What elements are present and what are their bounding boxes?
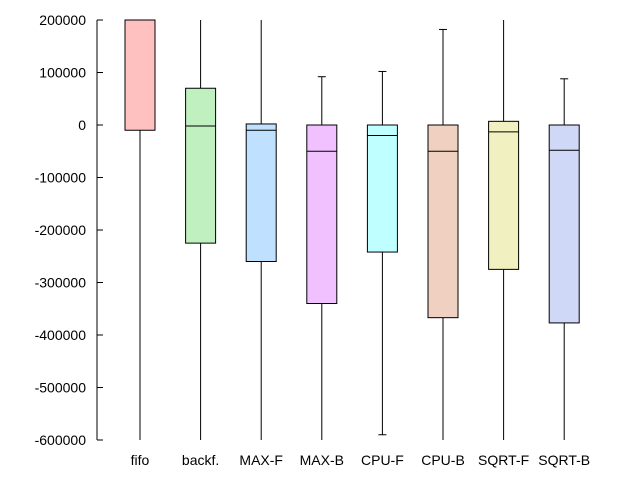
- box-fifo: [124, 19, 156, 440]
- x-category-label: SQRT-F: [478, 452, 529, 468]
- y-axis: 200000 100000 0 -100000 -200000 -300000 -40000…: [35, 12, 103, 448]
- box-backf: [185, 20, 217, 440]
- iqr-box: [548, 124, 580, 324]
- x-category-label: CPU-B: [421, 452, 465, 468]
- box-sqrt-f: [488, 20, 520, 440]
- y-tick-label: -300000: [35, 275, 87, 291]
- y-tick-label: -200000: [35, 222, 87, 238]
- iqr-box: [245, 123, 277, 262]
- x-axis-labels: fifo backf. MAX-F MAX-B CPU-F CPU-B SQRT-F SQRT…: [131, 452, 590, 468]
- iqr-box: [124, 19, 156, 131]
- y-tick-label: -500000: [35, 380, 87, 396]
- y-tick-label: 100000: [39, 65, 86, 81]
- x-category-label: backf.: [182, 452, 219, 468]
- x-category-label: SQRT-B: [538, 452, 590, 468]
- iqr-box: [185, 87, 217, 244]
- box-sqrt-b: [548, 78, 580, 440]
- box-cpu-b: [427, 28, 459, 440]
- x-category-label: MAX-F: [239, 452, 283, 468]
- iqr-box: [488, 120, 520, 270]
- x-category-label: fifo: [131, 452, 150, 468]
- y-tick-label: -400000: [35, 327, 87, 343]
- y-tick-label: -100000: [35, 170, 87, 186]
- x-category-label: CPU-F: [361, 452, 404, 468]
- iqr-box: [306, 124, 338, 304]
- box-series: [124, 19, 580, 440]
- box-cpu-f: [366, 70, 398, 436]
- box-max-b: [306, 76, 338, 440]
- iqr-box: [366, 124, 398, 253]
- iqr-box: [427, 124, 459, 319]
- y-tick-label: 200000: [39, 12, 86, 28]
- y-tick-label: -600000: [35, 432, 87, 448]
- y-tick-label: 0: [78, 117, 86, 133]
- x-category-label: MAX-B: [300, 452, 344, 468]
- box-max-f: [245, 20, 277, 440]
